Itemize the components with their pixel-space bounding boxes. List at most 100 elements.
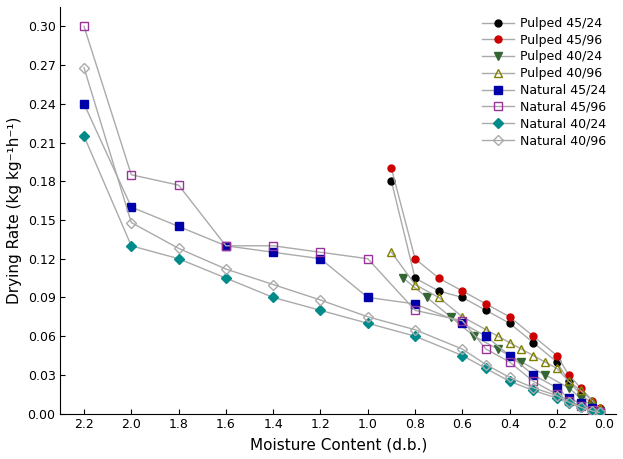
Pulped 45/24 <box>596 407 603 413</box>
Line: Pulped 40/24: Pulped 40/24 <box>399 274 604 415</box>
Natural 40/24 <box>80 133 88 139</box>
Pulped 40/96 <box>530 353 537 358</box>
Natural 45/96 <box>175 182 183 188</box>
Natural 40/24 <box>589 409 596 414</box>
Natural 40/24 <box>577 404 584 410</box>
Pulped 40/96 <box>589 398 596 403</box>
Pulped 45/24 <box>435 288 442 294</box>
Pulped 45/24 <box>411 275 419 281</box>
Natural 40/24 <box>553 395 561 401</box>
Pulped 45/96 <box>435 275 442 281</box>
Natural 45/24 <box>589 406 596 411</box>
Pulped 40/96 <box>565 379 573 384</box>
Pulped 45/24 <box>388 179 395 184</box>
Pulped 45/24 <box>553 359 561 365</box>
Natural 45/96 <box>411 308 419 313</box>
Pulped 45/96 <box>530 333 537 339</box>
Natural 40/96 <box>128 220 135 225</box>
Legend: Pulped 45/24, Pulped 45/96, Pulped 40/24, Pulped 40/96, Natural 45/24, Natural 4: Pulped 45/24, Pulped 45/96, Pulped 40/24… <box>478 13 610 151</box>
Natural 45/24 <box>577 401 584 406</box>
Pulped 40/24 <box>470 333 478 339</box>
Natural 45/24 <box>482 333 490 339</box>
Natural 45/24 <box>175 224 183 229</box>
Natural 40/96 <box>577 404 584 410</box>
Pulped 40/24 <box>596 409 603 414</box>
Pulped 45/96 <box>506 314 513 319</box>
Natural 40/96 <box>589 409 596 414</box>
Natural 45/96 <box>530 379 537 384</box>
Pulped 40/96 <box>388 250 395 255</box>
Pulped 40/24 <box>399 275 407 281</box>
Natural 45/96 <box>596 409 603 415</box>
Natural 45/96 <box>269 243 277 249</box>
Natural 40/24 <box>530 388 537 393</box>
Natural 45/96 <box>459 318 466 324</box>
Line: Pulped 45/96: Pulped 45/96 <box>388 165 603 412</box>
Natural 45/24 <box>596 409 603 415</box>
Pulped 40/24 <box>518 359 525 365</box>
Natural 45/24 <box>411 301 419 307</box>
Natural 45/24 <box>269 250 277 255</box>
Pulped 40/24 <box>423 295 430 300</box>
Pulped 45/96 <box>577 385 584 391</box>
Pulped 40/96 <box>459 314 466 319</box>
Natural 45/96 <box>128 172 135 178</box>
Natural 45/24 <box>364 295 371 300</box>
Natural 45/96 <box>553 392 561 397</box>
Natural 40/96 <box>364 314 371 319</box>
Pulped 45/96 <box>459 288 466 294</box>
Pulped 40/96 <box>577 388 584 393</box>
Pulped 45/24 <box>565 379 573 384</box>
Line: Natural 40/24: Natural 40/24 <box>80 133 603 416</box>
Natural 40/96 <box>482 362 490 367</box>
Pulped 45/96 <box>411 256 419 262</box>
Pulped 40/96 <box>506 340 513 345</box>
Pulped 40/96 <box>411 282 419 287</box>
Natural 40/24 <box>482 366 490 371</box>
Y-axis label: Drying Rate (kg kg⁻¹h⁻¹): Drying Rate (kg kg⁻¹h⁻¹) <box>7 117 22 304</box>
Natural 40/24 <box>506 379 513 384</box>
Pulped 45/24 <box>589 401 596 406</box>
Natural 45/96 <box>316 250 324 255</box>
Natural 45/96 <box>482 347 490 352</box>
Line: Natural 45/96: Natural 45/96 <box>80 22 604 416</box>
Natural 40/96 <box>316 297 324 303</box>
Natural 45/24 <box>553 385 561 391</box>
Pulped 40/96 <box>541 359 549 365</box>
Natural 40/24 <box>459 353 466 358</box>
Natural 40/24 <box>411 333 419 339</box>
Pulped 45/96 <box>388 166 395 171</box>
Pulped 45/96 <box>482 301 490 307</box>
Natural 40/96 <box>459 347 466 352</box>
Natural 40/24 <box>316 308 324 313</box>
Pulped 45/96 <box>589 398 596 403</box>
Natural 40/96 <box>411 327 419 332</box>
Natural 45/24 <box>316 256 324 262</box>
Pulped 45/24 <box>530 340 537 345</box>
Natural 45/24 <box>128 204 135 210</box>
Natural 45/96 <box>80 23 88 29</box>
Natural 40/24 <box>565 401 573 406</box>
Natural 45/96 <box>577 403 584 409</box>
X-axis label: Moisture Content (d.b.): Moisture Content (d.b.) <box>250 437 427 452</box>
Pulped 45/24 <box>577 392 584 397</box>
Pulped 40/24 <box>541 372 549 378</box>
Line: Natural 40/96: Natural 40/96 <box>80 64 603 416</box>
Pulped 45/96 <box>553 353 561 358</box>
Natural 40/96 <box>269 282 277 287</box>
Natural 40/24 <box>175 256 183 262</box>
Pulped 45/96 <box>596 406 603 411</box>
Pulped 40/24 <box>577 395 584 401</box>
Natural 40/96 <box>530 385 537 391</box>
Natural 40/96 <box>175 246 183 251</box>
Pulped 45/24 <box>506 320 513 326</box>
Natural 45/24 <box>530 372 537 378</box>
Pulped 40/24 <box>565 385 573 391</box>
Natural 45/24 <box>506 353 513 358</box>
Natural 45/96 <box>506 359 513 365</box>
Natural 40/96 <box>222 266 230 272</box>
Natural 40/96 <box>565 399 573 405</box>
Pulped 40/96 <box>596 406 603 411</box>
Natural 40/24 <box>269 295 277 300</box>
Natural 45/24 <box>222 243 230 249</box>
